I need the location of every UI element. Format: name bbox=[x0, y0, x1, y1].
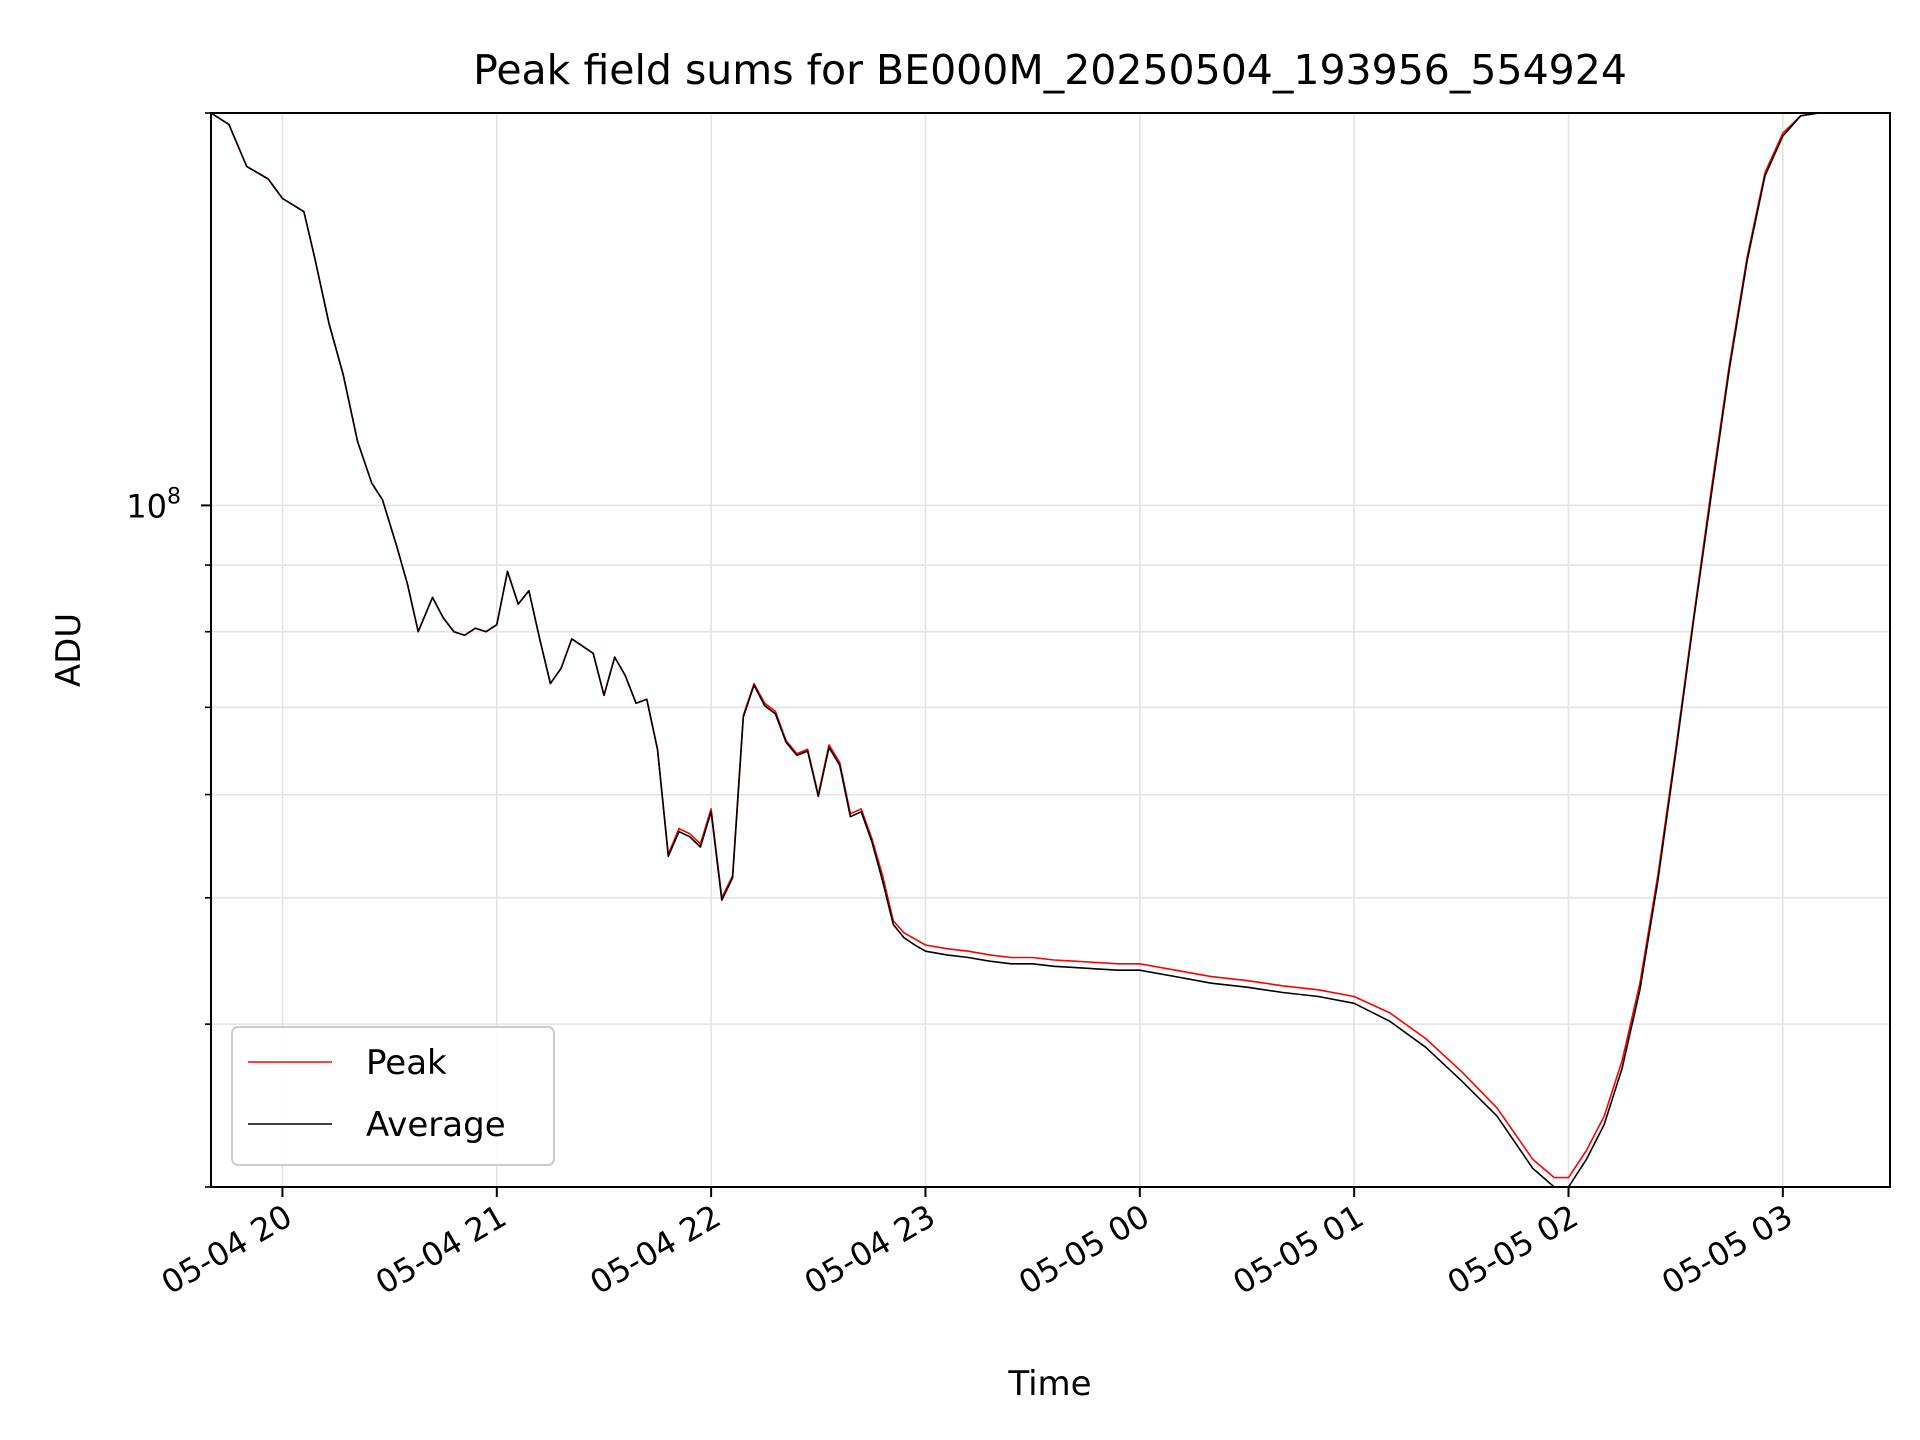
series-line-average bbox=[210, 112, 1890, 1188]
legend: Peak Average bbox=[231, 1026, 555, 1166]
plot-frame bbox=[210, 112, 1891, 1188]
chart-title: Peak field sums for BE000M_20250504_1939… bbox=[473, 46, 1627, 94]
legend-label-peak: Peak bbox=[366, 1043, 447, 1083]
series-layer bbox=[210, 112, 1890, 1188]
legend-label-average: Average bbox=[366, 1105, 506, 1145]
x-axis-label: Time bbox=[1007, 1364, 1091, 1404]
y-tick-label: 108 bbox=[126, 484, 181, 525]
y-axis-label: ADU bbox=[49, 613, 89, 687]
